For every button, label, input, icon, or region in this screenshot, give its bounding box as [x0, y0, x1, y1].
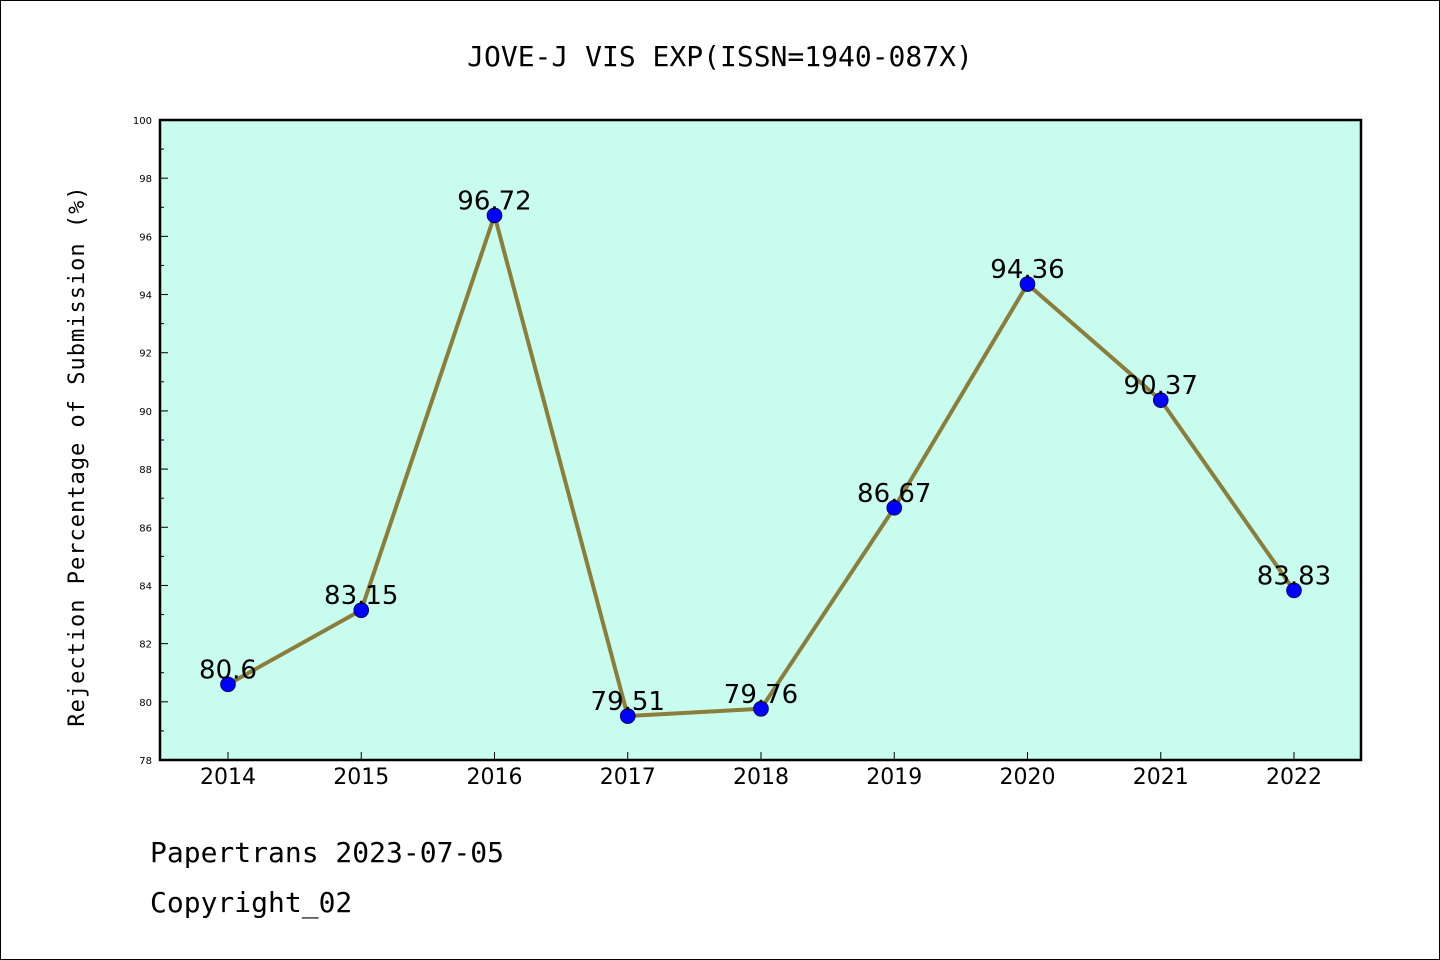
y-axis: 78 80 82 84 86 88 90 92 94 96 98 100 [133, 116, 168, 767]
y-tick-label: 78 [139, 756, 152, 767]
data-point [220, 676, 236, 693]
y-tick-label: 92 [139, 349, 152, 360]
y-tick-label: 100 [133, 116, 152, 127]
y-axis-label: Rejection Percentage of Submission (%) [65, 185, 90, 726]
plot-border [158, 118, 1363, 762]
data-label: 86.67 [857, 479, 931, 509]
x-tick-label: 2019 [866, 765, 922, 790]
y-tick-label: 94 [139, 291, 152, 302]
data-point [486, 207, 503, 224]
data-point [1152, 392, 1169, 408]
series-markers [220, 207, 1302, 724]
x-tick-label: 2016 [467, 765, 523, 790]
data-point [886, 499, 903, 516]
x-tick-label: 2020 [1000, 765, 1056, 790]
x-tick-label: 2015 [333, 765, 389, 790]
x-axis: 2014 2015 2016 2017 2018 2019 2020 2021 2022 [200, 752, 1322, 790]
data-label: 96.72 [457, 186, 531, 216]
data-label: 83.15 [324, 581, 398, 611]
data-point [353, 602, 370, 618]
y-tick-label: 98 [139, 174, 152, 185]
footer-copyright: Copyright_02 [150, 886, 353, 919]
data-label: 90.37 [1124, 371, 1198, 401]
y-tick-label: 88 [139, 465, 152, 476]
plot-area [160, 120, 1361, 760]
data-label: 79.51 [591, 687, 665, 717]
x-tick-label: 2022 [1266, 765, 1322, 790]
data-point [1019, 276, 1036, 292]
x-tick-label: 2018 [733, 765, 789, 790]
y-tick-label: 86 [139, 523, 152, 534]
footer-date: Papertrans 2023-07-05 [150, 836, 505, 869]
data-label: 80.6 [199, 655, 257, 685]
data-point [753, 700, 769, 717]
y-tick-label: 84 [139, 581, 152, 592]
y-tick-label: 90 [139, 407, 152, 418]
chart-title: JOVE-J VIS EXP(ISSN=1940-087X) [467, 40, 973, 73]
data-point [1286, 582, 1302, 599]
y-tick-label: 96 [139, 232, 152, 243]
y-tick-label: 80 [139, 698, 152, 709]
data-label: 83.83 [1257, 561, 1331, 591]
data-point [619, 708, 636, 724]
data-labels: 80.6 83.15 96.72 79.51 79.76 86.67 94.36 90.37 8… [199, 186, 1331, 717]
data-label: 94.36 [990, 255, 1064, 285]
x-tick-label: 2014 [200, 765, 256, 790]
data-label: 79.76 [724, 680, 798, 710]
y-tick-label: 82 [139, 640, 152, 651]
x-tick-label: 2021 [1133, 765, 1189, 790]
x-tick-label: 2017 [600, 765, 656, 790]
